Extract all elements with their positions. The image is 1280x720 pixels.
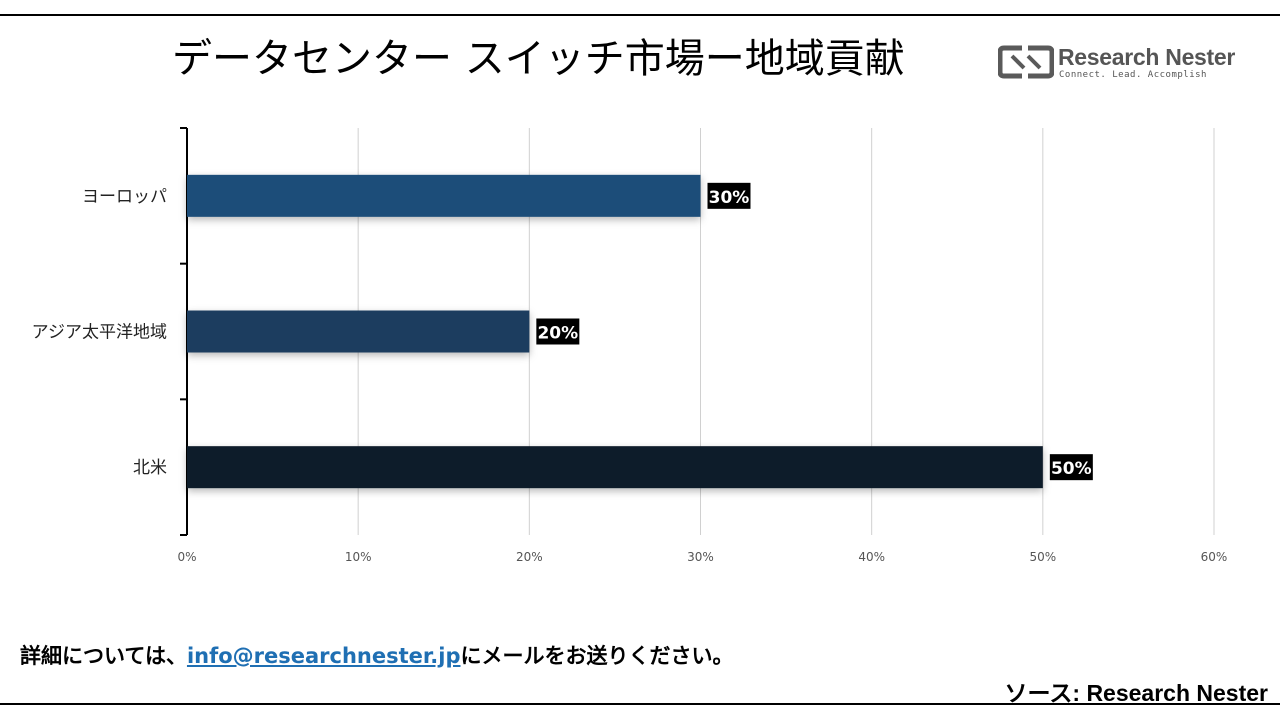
x-tick-label: 60%: [1201, 550, 1228, 564]
bar: [187, 446, 1043, 489]
page-title: データセンター スイッチ市場ー地域貢献: [172, 36, 905, 82]
x-tick-label: 50%: [1029, 550, 1056, 564]
research-nester-logo: Research Nester Connect. Lead. Accomplis…: [997, 44, 1235, 84]
contact-text-before: 詳細については、: [20, 644, 187, 668]
x-tick-label: 0%: [177, 550, 196, 564]
category-label: ヨーロッパ: [82, 187, 167, 207]
category-label: アジア太平洋地域: [32, 323, 167, 343]
contact-note: 詳細については、info@researchnester.jpにメールをお送りくだ…: [20, 640, 733, 670]
data-label-box: [536, 318, 580, 345]
bar: [187, 310, 530, 353]
data-label: 50%: [1051, 459, 1092, 479]
data-label-box: [1049, 454, 1093, 481]
logo-tagline: Connect. Lead. Accomplish: [1059, 70, 1207, 80]
data-label: 20%: [537, 324, 578, 344]
bar: [187, 174, 701, 217]
data-label: 30%: [709, 188, 750, 208]
email-link[interactable]: info@researchnester.jp: [186, 644, 461, 668]
top-divider: [0, 14, 1280, 16]
x-tick-label: 20%: [516, 550, 543, 564]
x-tick-label: 30%: [687, 550, 714, 564]
x-tick-label: 10%: [345, 550, 372, 564]
bottom-divider: [0, 703, 1280, 705]
contact-text-after: にメールをお送りください。: [460, 644, 734, 668]
x-tick-label: 40%: [858, 550, 885, 564]
logo-mark-icon: [997, 45, 1055, 79]
bar-chart: 0% 10% 20% 30% 40% 50% 60% ヨーロッパ 30% アジア太平洋地域 20% 北…: [32, 127, 1228, 564]
source-note: ソース: Research Nester: [1004, 680, 1268, 706]
category-label: 北米: [133, 458, 167, 478]
data-label-box: [707, 182, 751, 209]
logo-name: Research Nester: [1058, 44, 1236, 70]
